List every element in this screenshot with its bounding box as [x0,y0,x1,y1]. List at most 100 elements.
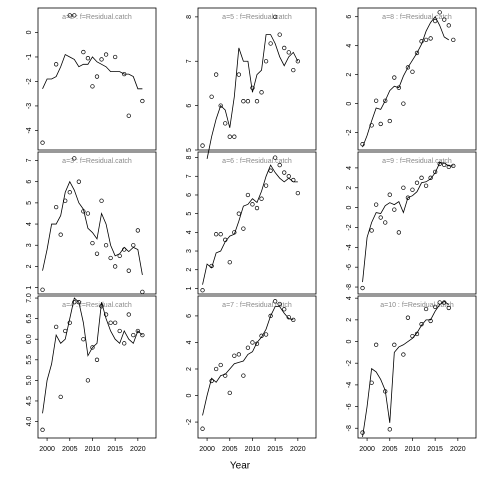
point [99,198,104,203]
point [90,84,95,89]
point [423,306,429,312]
point [291,317,296,323]
point [259,196,264,201]
point [277,162,282,168]
point [360,285,365,291]
point [108,255,113,261]
y-tick-label: 7 [26,158,33,162]
point [378,121,383,127]
x-tick-label: 2000 [359,446,375,453]
point [273,14,278,20]
y-tick-label: 4 [346,44,353,48]
panel-title: a=5 : f=Residual.catch [222,14,292,21]
x-tick-label: 2020 [290,446,306,453]
y-tick-label: -6 [346,403,353,409]
y-tick-label: 6.5 [26,314,33,324]
point [451,163,456,169]
point [428,318,433,324]
point [223,237,228,242]
y-tick-label: 6.0 [26,334,33,344]
point [401,101,406,106]
point [282,45,287,51]
point [437,300,442,305]
point [126,113,131,118]
point [140,332,145,338]
y-tick-label: 2 [346,318,353,322]
y-tick-label: 5 [186,212,193,216]
point [437,10,442,15]
point [250,340,255,345]
point [442,162,447,168]
x-tick-label: 2015 [427,446,443,453]
point [54,324,59,330]
x-tick-label: 2020 [450,446,466,453]
point [245,99,251,104]
point [67,190,72,195]
point [387,192,392,197]
y-tick-label: 0 [26,30,33,34]
point [232,230,237,235]
point [58,232,63,237]
point [250,202,255,207]
point [67,13,72,18]
panel-title: a=6 : f=Residual.catch [222,158,292,165]
y-tick-label: 1 [26,286,33,290]
fit-line [206,34,299,159]
point [295,190,300,196]
point [131,243,136,248]
panel-frame [357,7,477,151]
y-tick-label: 3 [186,249,193,253]
point [117,253,122,259]
y-tick-label: 2 [186,367,193,371]
point [250,85,255,91]
point [277,301,282,307]
point [58,394,63,399]
fit-line [362,15,449,148]
point [135,228,140,233]
x-tick-label: 2010 [245,446,261,453]
point [442,300,447,305]
point [254,205,260,211]
point [383,98,388,103]
fit-line [202,164,298,285]
x-tick-label: 2015 [267,446,283,453]
y-tick-label: 3 [26,243,33,247]
y-tick-label: 1 [186,286,193,290]
point [405,315,411,320]
y-tick-label: 7 [186,59,193,63]
y-tick-label: 4 [186,230,193,234]
point [273,299,278,304]
point [263,183,269,188]
point [419,322,424,327]
point [72,156,77,161]
x-tick-label: 2010 [85,446,101,453]
point [442,17,447,22]
point [126,312,131,317]
point [396,230,401,235]
point [72,13,77,18]
point [295,59,300,64]
point [369,380,374,385]
y-tick-label: 6 [346,15,353,19]
point [378,215,383,220]
x-tick-label: 2000 [39,446,55,453]
point [85,378,91,383]
point [259,333,264,338]
x-tick-label: 2005 [62,446,78,453]
y-tick-label: -2 [346,360,353,366]
fit-line [42,297,143,414]
point [113,54,118,60]
point [410,69,415,74]
point [90,345,95,350]
panel-frame [37,295,157,439]
point [113,320,118,325]
point [282,170,287,175]
fit-line [362,162,454,283]
point [437,161,442,167]
point [360,430,365,435]
y-tick-label: -6 [346,264,353,270]
y-tick-label: 8 [186,15,193,19]
point [428,36,433,41]
point [263,332,269,337]
point [200,143,205,148]
